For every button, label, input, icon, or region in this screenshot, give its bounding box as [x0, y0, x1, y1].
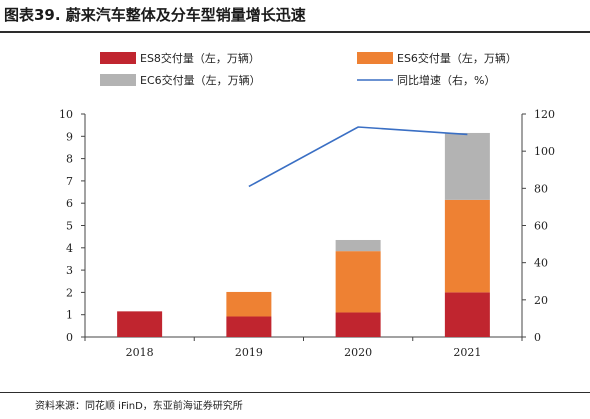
bar-segment [226, 316, 272, 337]
left-axis-tick-label: 4 [66, 242, 73, 255]
title-rule [0, 31, 590, 33]
x-axis-tick-label: 2020 [344, 346, 372, 359]
left-axis-tick-label: 2 [66, 286, 73, 299]
figure-title: 图表39. 蔚来汽车整体及分车型销量增长迅速 [4, 6, 306, 24]
legend-label: 同比增速（右，%） [397, 73, 495, 87]
left-axis-tick-label: 0 [66, 331, 73, 344]
legend-swatch [357, 52, 393, 64]
left-axis-tick-label: 6 [66, 197, 73, 210]
left-axis-tick-label: 8 [66, 153, 73, 166]
legend-label: ES6交付量（左，万辆） [397, 51, 517, 65]
bar-segment [335, 251, 381, 313]
right-axis-tick-label: 40 [534, 257, 548, 270]
right-axis-tick-label: 100 [534, 145, 555, 158]
right-axis-tick-label: 60 [534, 220, 548, 233]
bar-segment [444, 292, 490, 337]
source-note: 资料来源：同花顺 iFinD，东亚前海证券研究所 [35, 401, 243, 412]
right-axis-tick-label: 120 [534, 108, 555, 121]
growth-rate-line [248, 126, 468, 188]
legend-swatch [100, 74, 136, 86]
bar-segment [444, 199, 490, 293]
source-rule [0, 392, 590, 393]
bar-segment [226, 291, 272, 317]
right-axis-tick-label: 20 [534, 294, 548, 307]
bar-segment [335, 312, 381, 337]
right-axis-tick-label: 80 [534, 182, 548, 195]
bar-segment [117, 311, 163, 337]
left-axis-tick-label: 10 [59, 108, 73, 121]
x-axis-tick-label: 2018 [126, 346, 154, 359]
right-axis-tick-label: 0 [534, 331, 541, 344]
left-axis-tick-label: 5 [66, 220, 73, 233]
left-axis-tick-label: 3 [66, 264, 73, 277]
left-axis-tick-label: 7 [66, 175, 73, 188]
x-axis-tick-label: 2021 [453, 346, 481, 359]
left-axis-tick-label: 1 [66, 309, 73, 322]
legend-swatch [100, 52, 136, 64]
left-axis-tick-label: 9 [66, 130, 73, 143]
legend-label: EC6交付量（左，万辆） [140, 73, 261, 87]
x-axis-tick-label: 2019 [235, 346, 263, 359]
bar-segment [444, 132, 490, 200]
bar-segment [335, 239, 381, 252]
legend-label: ES8交付量（左，万辆） [140, 51, 260, 65]
